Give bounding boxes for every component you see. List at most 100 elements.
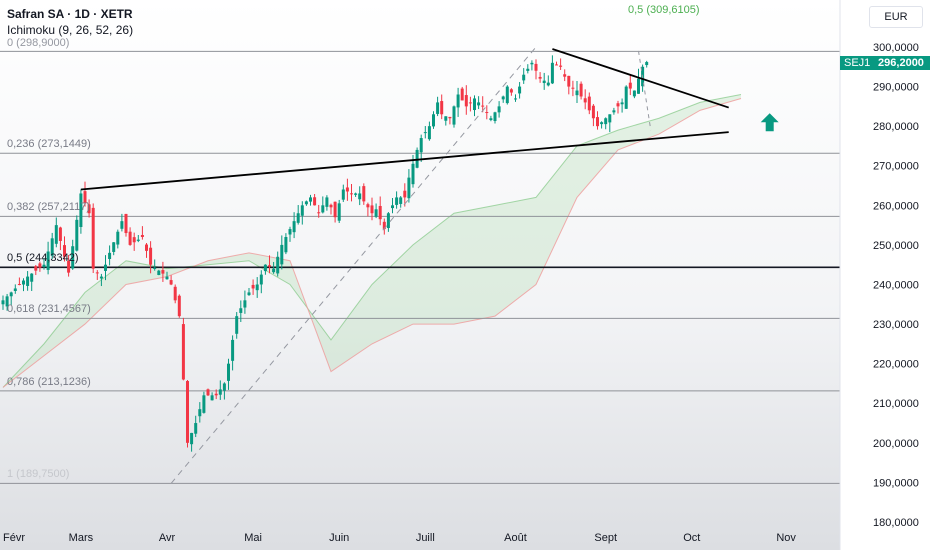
candle-body [136,239,140,241]
candle-body [374,209,378,217]
fib-anchor-line-short [638,50,652,131]
fib-level-label: 0,618 (231,4567) [7,303,91,316]
candle-body [292,221,296,233]
candle-body [99,276,103,279]
candle-body [612,110,616,113]
candle-body [222,383,226,391]
candle-body [321,205,325,213]
candle-body [567,75,571,87]
price-tick-label: 220,0000 [873,359,919,371]
candle-body [620,102,624,105]
candle-body [481,105,485,107]
candle-body [263,264,267,272]
candle-body [362,186,366,202]
price-tick-label: 230,0000 [873,319,919,331]
candle-body [497,106,501,113]
candle-body [58,227,62,241]
candle-body [423,132,427,134]
currency-button[interactable]: EUR [869,6,923,28]
symbol-title[interactable]: Safran SA · 1D · XETR [7,7,133,21]
candle-body [272,268,276,273]
candle-body [243,300,247,308]
candle-body [317,212,321,214]
candle-body [149,247,153,265]
candle-body [632,90,636,97]
candle-body [75,219,79,251]
candle-body [116,231,120,245]
price-tick-label: 270,0000 [873,161,919,173]
candle-body [509,89,513,93]
price-tick-label: 180,0000 [873,517,919,529]
time-tick-label: Sept [594,532,617,544]
candle-body [247,292,251,296]
candle-body [345,187,349,192]
time-tick-label: Févr [3,532,25,544]
candle-body [596,117,599,127]
candle-body [370,205,374,214]
price-tick-label: 300,0000 [873,42,919,54]
candle-body [329,204,333,208]
candle-body [501,96,505,100]
candle-body [514,98,517,100]
candle-body [268,265,271,267]
candle-body [587,96,591,111]
time-tick-label: Mars [69,532,94,544]
candle-body [67,260,71,273]
candle-body [63,245,66,257]
candle-body [436,102,440,114]
candle-body [579,83,583,97]
candle-body [325,197,329,207]
candle-body [575,90,579,96]
fib-level-label: 0,786 (213,1236) [7,375,91,388]
candle-body [444,116,448,121]
candle-body [526,68,530,71]
candle-body [34,266,38,271]
candle-body [276,256,280,274]
candle-body [591,105,595,119]
candle-body [194,423,198,434]
price-tick-label: 210,0000 [873,398,919,410]
candle-body [608,114,612,123]
candle-body [530,62,534,65]
candle-body [403,190,407,198]
candle-body [464,95,468,107]
candle-body [13,288,17,291]
candle-body [563,74,567,77]
candle-body [559,65,563,67]
candle-body [391,205,394,209]
candle-body [440,101,444,115]
candle-body [206,389,210,396]
candle-body [645,62,649,66]
candle-body [427,126,431,140]
last-price-tag: 296,2000 [872,56,930,70]
candle-body [485,112,489,114]
senkou-span-b-line [2,97,742,388]
price-tick-label: 250,0000 [873,240,919,252]
time-tick-label: Oct [683,532,700,544]
fib-level-label: 1 (189,7500) [7,468,70,481]
candle-body [259,274,263,285]
candle-body [169,280,173,285]
candle-body [124,213,128,234]
indicator-label[interactable]: Ichimoku (9, 26, 52, 26) [7,23,134,37]
symbol-tag: SEJ1 [840,56,875,70]
fib-target-label: 0,5 (309,6105) [628,4,700,16]
candle-body [534,63,538,71]
candle-body [128,231,132,245]
candle-body [366,204,370,208]
candle-body [309,197,312,202]
candle-body [288,229,292,235]
price-tick-label: 290,0000 [873,82,919,94]
candle-body [386,213,390,229]
fib-anchor-line [170,46,537,484]
candle-body [313,197,317,206]
candle-body [304,201,308,205]
candle-body [604,118,608,125]
candle-body [382,221,386,230]
candle-body [120,221,124,229]
candle-body [542,80,546,84]
candle-body [218,389,222,395]
time-tick-label: Avr [159,532,176,544]
candle-body [153,267,157,269]
